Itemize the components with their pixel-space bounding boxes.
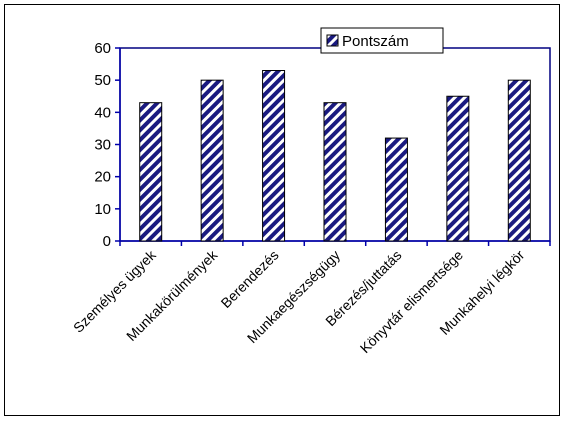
legend-box bbox=[320, 27, 444, 54]
bar bbox=[200, 79, 224, 242]
bar bbox=[384, 137, 408, 242]
x-tick-label: Berendezés bbox=[218, 247, 282, 311]
y-tick-label: 0 bbox=[103, 233, 111, 250]
bar bbox=[262, 70, 286, 242]
y-tick-label: 20 bbox=[94, 169, 111, 186]
legend-swatch bbox=[326, 34, 339, 47]
bar bbox=[323, 102, 347, 242]
y-tick-label: 60 bbox=[94, 40, 111, 57]
bar bbox=[139, 102, 163, 242]
legend-label: Pontszám bbox=[342, 33, 409, 50]
chart-frame bbox=[4, 4, 560, 416]
y-tick-label: 30 bbox=[94, 137, 111, 154]
bar bbox=[507, 79, 531, 242]
x-tick-label: Könyvtár elismertsége bbox=[357, 247, 466, 356]
y-tick-label: 50 bbox=[94, 72, 111, 89]
y-tick-label: 10 bbox=[94, 201, 111, 218]
y-tick-label: 40 bbox=[94, 104, 111, 121]
bar bbox=[446, 95, 470, 242]
